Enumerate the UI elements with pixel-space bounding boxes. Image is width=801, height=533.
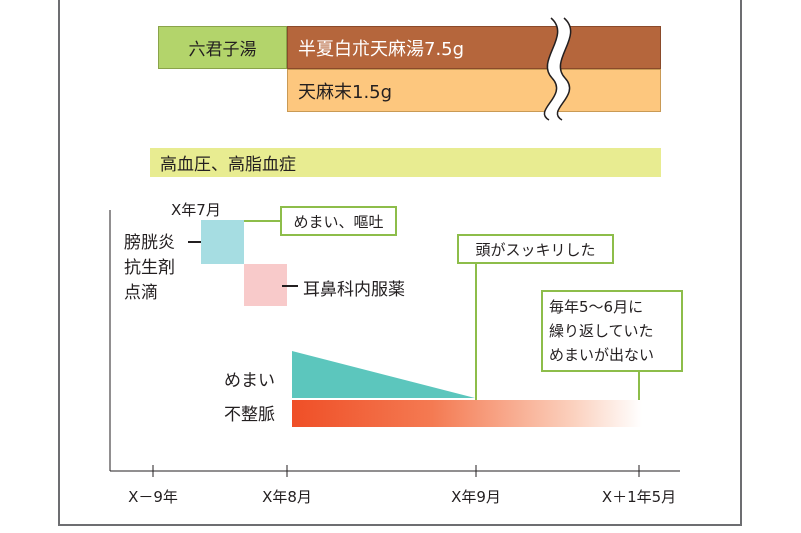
- tick-label-3: X年9月: [451, 488, 501, 506]
- rikkunshito-bar: 六君子湯: [158, 26, 287, 69]
- tenma-powder-label: 天麻末1.5g: [298, 81, 393, 103]
- dizziness-label: めまい: [224, 371, 275, 391]
- dizziness-vomiting-callout: めまい、嘔吐: [280, 206, 397, 236]
- head-clear-text: 頭がスッキリした: [475, 240, 596, 259]
- no-dizziness-line-1: 毎年5～6月に: [549, 298, 644, 316]
- rikkunshito-label: 六君子湯: [188, 40, 257, 60]
- bar-break-line-left: [543, 17, 559, 121]
- iv-drip-line-2: 抗生剤: [124, 258, 175, 278]
- ent-medicine-box: [244, 264, 287, 306]
- arrhythmia-label: 不整脈: [224, 405, 275, 425]
- no-dizziness-callout: 毎年5～6月に 繰り返していた めまいが出ない: [541, 290, 683, 372]
- iv-drip-line-3: 点滴: [124, 283, 158, 303]
- tenma-powder-bar: 天麻末1.5g: [287, 69, 661, 112]
- bar-break-line-right: [556, 17, 572, 121]
- diagram-frame: [58, 0, 742, 526]
- no-dizziness-line-2: 繰り返していた: [549, 322, 654, 340]
- condition-label: 高血圧、高脂血症: [160, 155, 296, 175]
- bar-break-mark: [544, 18, 571, 120]
- arrhythmia-bar: [292, 400, 642, 427]
- tick-label-1: X－9年: [128, 488, 178, 506]
- tick-label-4: X＋1年5月: [601, 488, 677, 506]
- no-dizziness-line-3: めまいが出ない: [549, 346, 655, 364]
- hangebyakujutsu-label: 半夏白朮天麻湯7.5g: [298, 38, 465, 60]
- head-clear-callout: 頭がスッキリした: [457, 234, 614, 264]
- hangebyakujutsu-bar: 半夏白朮天麻湯7.5g: [287, 26, 661, 69]
- iv-drip-label: 膀胱炎 抗生剤 点滴: [124, 231, 175, 306]
- date-label-july: X年7月: [171, 201, 221, 219]
- tick-label-2: X年8月: [262, 488, 312, 506]
- dizziness-triangle: [292, 351, 475, 398]
- iv-drip-box: [201, 220, 244, 264]
- ent-medicine-label: 耳鼻科内服薬: [303, 280, 405, 300]
- dizziness-vomiting-text: めまい、嘔吐: [293, 212, 384, 231]
- iv-drip-line-1: 膀胱炎: [124, 233, 175, 253]
- condition-bar: 高血圧、高脂血症: [150, 148, 661, 177]
